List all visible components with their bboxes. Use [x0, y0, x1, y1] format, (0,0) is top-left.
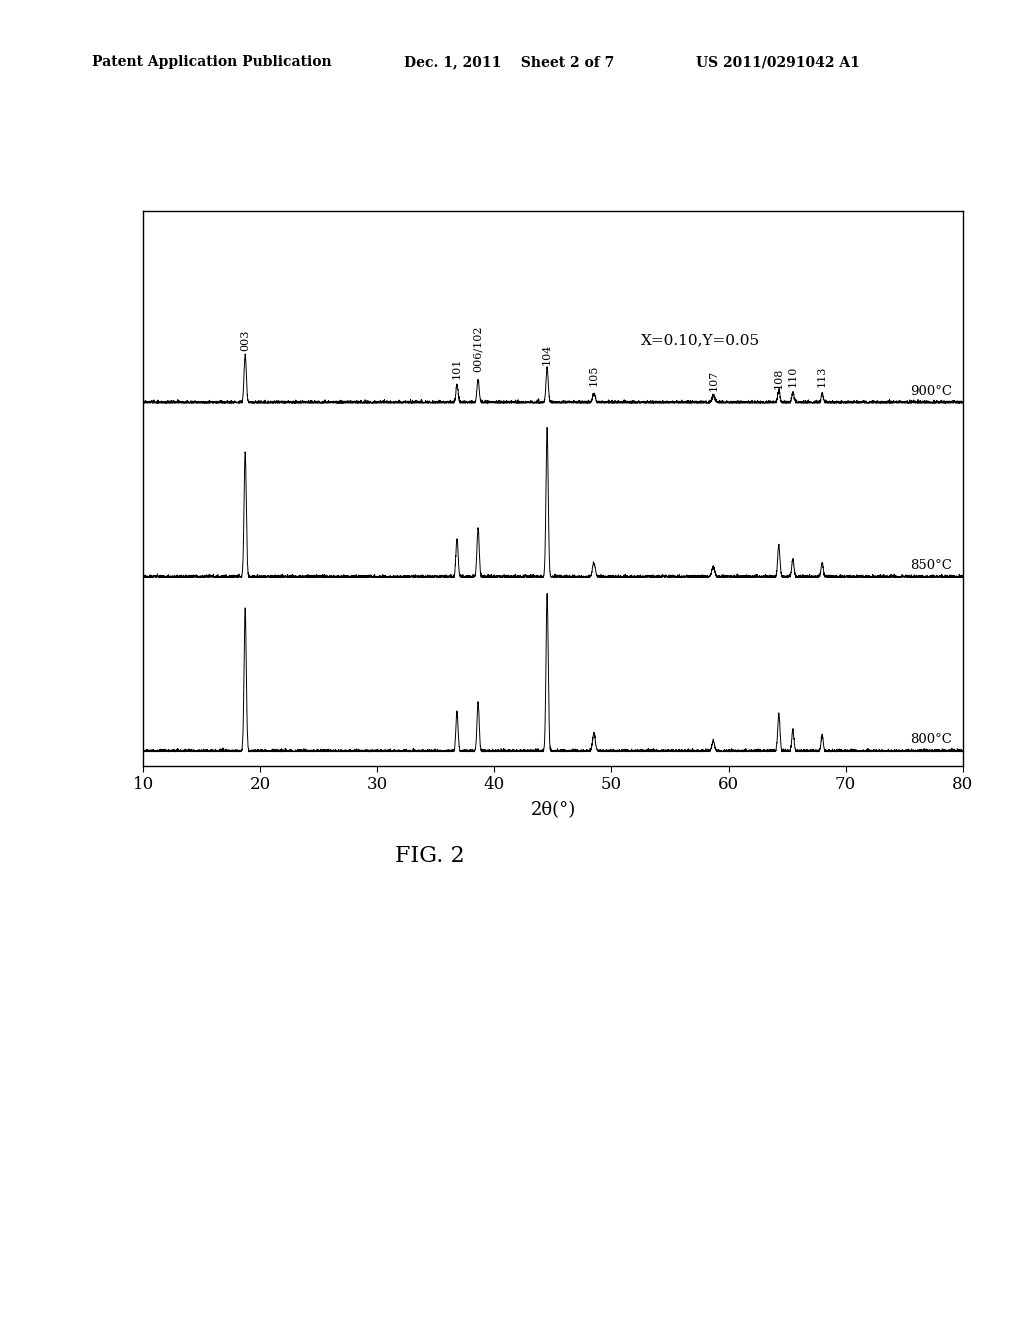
Text: 104: 104: [542, 343, 552, 364]
Text: 900°C: 900°C: [910, 384, 952, 397]
Text: 107: 107: [709, 370, 718, 391]
Text: 113: 113: [817, 366, 827, 387]
Text: Dec. 1, 2011    Sheet 2 of 7: Dec. 1, 2011 Sheet 2 of 7: [404, 55, 614, 70]
Text: Patent Application Publication: Patent Application Publication: [92, 55, 332, 70]
Text: 800°C: 800°C: [910, 734, 951, 746]
Text: 110: 110: [787, 366, 798, 387]
Text: 101: 101: [452, 358, 462, 379]
Text: 108: 108: [774, 368, 783, 389]
Text: 003: 003: [241, 329, 250, 351]
Text: US 2011/0291042 A1: US 2011/0291042 A1: [696, 55, 860, 70]
Text: 850°C: 850°C: [910, 560, 951, 572]
Text: 105: 105: [589, 364, 599, 385]
X-axis label: 2θ(°): 2θ(°): [530, 801, 575, 820]
Text: 006/102: 006/102: [473, 325, 483, 372]
Text: X=0.10,Y=0.05: X=0.10,Y=0.05: [641, 333, 760, 347]
Text: FIG. 2: FIG. 2: [395, 845, 465, 867]
